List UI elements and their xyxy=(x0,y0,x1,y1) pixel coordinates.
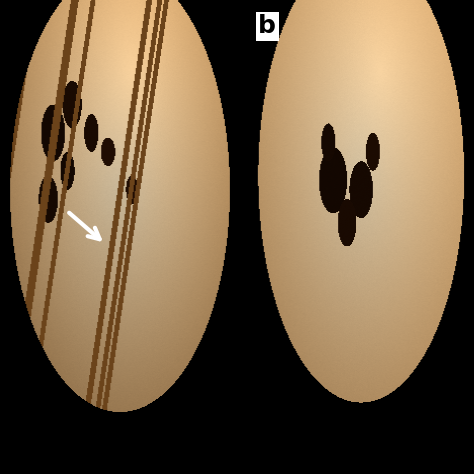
Text: b: b xyxy=(258,14,276,38)
